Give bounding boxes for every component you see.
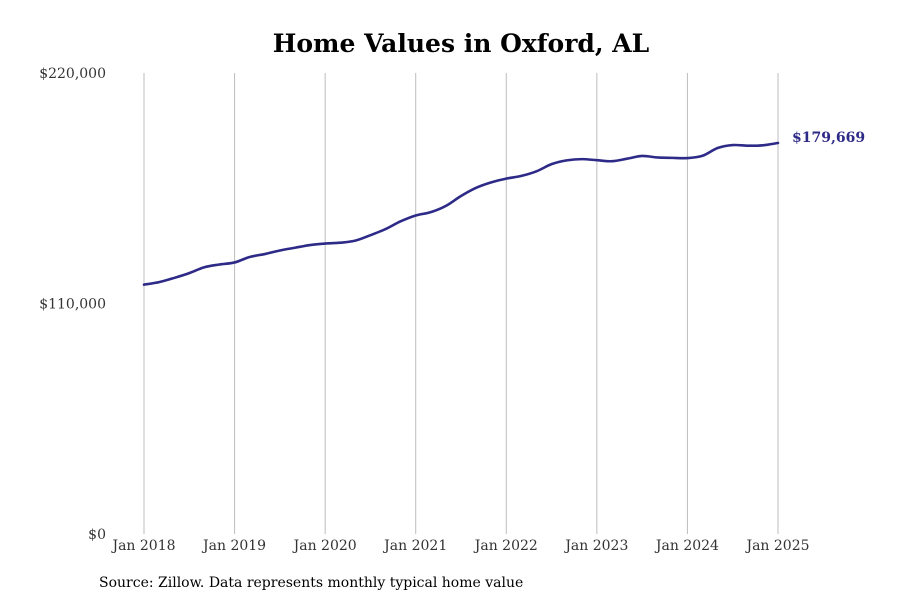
series-line-0 <box>142 141 780 286</box>
x-tick-label: Jan 2023 <box>563 538 628 554</box>
x-axis-tick-labels: Jan 2018 Jan 2019 Jan 2020 Jan 2021 Jan 2022… <box>110 538 809 554</box>
y-tick-label: $0 <box>88 527 106 543</box>
last-value-label: $179,669 <box>792 130 865 146</box>
x-gridlines <box>143 73 779 534</box>
x-tick-label: Jan 2024 <box>654 538 719 554</box>
x-tick-label: Jan 2020 <box>292 538 357 554</box>
x-tick-label: Jan 2019 <box>201 538 266 554</box>
x-tick-label: Jan 2025 <box>744 538 809 554</box>
x-tick-label: Jan 2018 <box>110 538 175 554</box>
source-note: Source: Zillow. Data represents monthly … <box>99 575 523 591</box>
chart-title: Home Values in Oxford, AL <box>273 29 650 58</box>
x-tick-label: Jan 2022 <box>473 538 538 554</box>
series-layer <box>142 141 780 286</box>
y-axis-tick-labels: $0 $110,000 $220,000 <box>39 66 106 543</box>
x-tick-label: Jan 2021 <box>382 538 447 554</box>
y-tick-label: $220,000 <box>39 66 106 82</box>
y-tick-label: $110,000 <box>39 297 106 313</box>
